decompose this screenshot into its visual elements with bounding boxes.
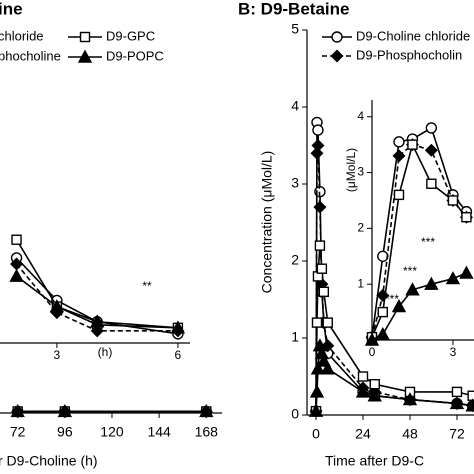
series-line [15,239,178,329]
y-tick-label: 4 [357,109,364,123]
x-tick-label: 0 [369,345,376,359]
marker [426,178,437,189]
y-axis-label: Concentration (μMol/L) [259,151,275,294]
marker [461,212,472,223]
marker [311,317,323,328]
marker [445,271,461,285]
annotation: *** [421,235,435,249]
y-tick-label: 5 [291,21,299,37]
x-tick-label: 144 [147,424,171,440]
y-tick-label: 3 [357,165,364,179]
marker [377,306,388,318]
marker [310,146,324,160]
marker [170,320,186,334]
marker [393,189,405,201]
y-tick-label: 1 [357,276,364,290]
legend-marker [79,31,91,43]
marker [311,139,325,152]
marker [425,122,438,134]
y-tick-label: 0 [291,406,299,422]
marker [367,388,382,402]
chart-title: B: D9-Betaine [238,0,349,18]
plot [308,116,474,418]
x-tick-label: 96 [57,424,73,440]
legend-label: D9-Phosphocholin [356,47,462,62]
x-tick-label: 72 [449,426,465,442]
marker [318,286,330,297]
series-line [15,263,178,332]
plot [9,234,186,340]
x-tick-label: 6 [175,348,182,362]
y-tick-label: 2 [291,252,299,268]
marker [449,395,465,410]
marker [459,265,474,279]
x-tick-label: 48 [402,426,418,442]
plot [364,122,474,346]
marker [393,136,405,148]
annotation: *** [385,292,399,306]
x-tick-label: 0 [312,426,320,442]
x-tick-label: 168 [195,424,219,440]
annotation: *** [403,264,417,278]
y-tick-label: 4 [291,98,299,114]
marker [310,361,326,375]
legend-label: phocholine [0,48,61,63]
marker [369,379,380,390]
marker [314,240,326,251]
y-axis-label: (μMol/L) [344,148,358,192]
y-tick-label: 2 [357,221,364,235]
chart-title: ine [0,0,23,18]
marker [90,314,105,328]
marker [357,371,369,382]
marker [451,386,463,398]
marker [9,268,24,282]
legend-marker [331,31,343,43]
annotation: ** [142,279,152,293]
x-axis-label: (h) [98,345,113,359]
marker [90,324,104,338]
legend-label: D9-POPC [106,48,164,63]
marker [424,276,439,290]
legend-marker [330,49,344,63]
x-axis-label: Time after D9-C [325,453,424,469]
marker [465,398,474,412]
marker [447,195,459,206]
marker [377,250,389,262]
x-tick-label: 3 [54,348,61,362]
y-tick-label: 1 [291,329,299,345]
legend-marker [77,49,93,63]
marker [355,384,371,398]
x-axis-label: r D9-Choline (h) [0,453,98,469]
marker [320,361,335,375]
x-tick-label: 120 [100,424,124,440]
series-line [16,275,178,329]
marker [405,282,420,296]
series-line [15,257,179,335]
legend-label: D9-Choline chloride [356,28,470,43]
marker [309,384,325,398]
x-tick-label: 24 [355,426,371,442]
marker [424,143,438,157]
marker [316,263,328,274]
marker [392,149,406,163]
marker [407,139,418,150]
marker [402,392,418,406]
marker [467,390,474,401]
marker [391,299,407,313]
marker [49,299,65,313]
legend-label: chloride [0,28,44,43]
series-line [315,245,473,412]
y-tick-label: 3 [291,175,299,191]
marker [322,317,333,328]
x-tick-label: 3 [450,345,457,359]
legend-label: D9-GPC [106,28,155,43]
marker [313,200,327,214]
marker [312,124,324,136]
marker [11,234,22,245]
x-tick-label: 72 [10,424,26,440]
